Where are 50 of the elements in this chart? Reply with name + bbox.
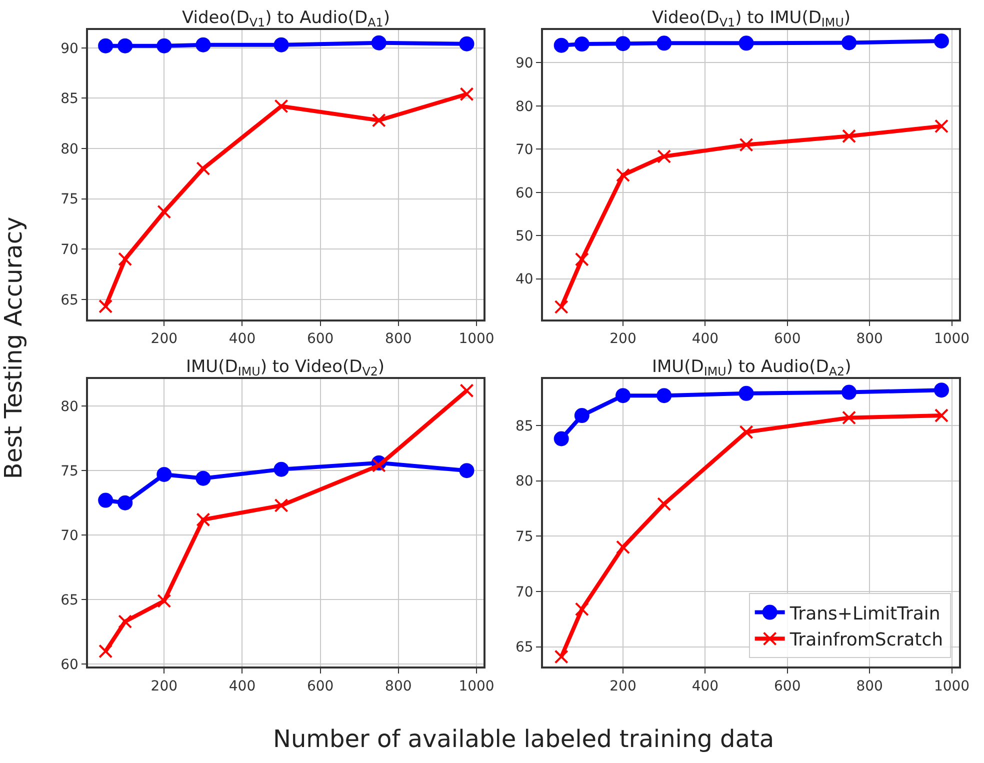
y-tick-label: 65 <box>60 292 78 308</box>
x-tick-label: 200 <box>150 678 178 694</box>
y-tick-label: 75 <box>60 192 78 208</box>
y-tick-label: 75 <box>60 464 78 480</box>
y-tick-label: 70 <box>515 142 534 158</box>
x-tick-label: 800 <box>385 678 412 694</box>
x-tick-label: 400 <box>692 678 719 694</box>
chart-title: Video(D$_{V1}$) to IMU(D$_{IMU}$) <box>652 8 851 30</box>
y-tick-label: 80 <box>515 98 534 115</box>
x-tick-label: 200 <box>610 678 636 694</box>
x-tick-label: 1000 <box>458 678 494 694</box>
x-tick-label: 800 <box>856 331 883 348</box>
chart-title: IMU(D$_{IMU}$) to Audio(D$_{A2}$) <box>652 357 852 379</box>
x-tick-label: 600 <box>774 331 801 348</box>
y-tick-label: 85 <box>60 91 78 108</box>
x-tick-label: 1000 <box>458 331 494 348</box>
y-tick-label: 80 <box>60 398 78 415</box>
chart-title: IMU(D$_{IMU}$) to Video(D$_{V2}$) <box>186 357 385 379</box>
chart-title: Video(D$_{V1}$) to Audio(D$_{A1}$) <box>182 8 390 30</box>
x-tick-label: 600 <box>306 331 334 348</box>
y-tick-label: 65 <box>60 592 78 609</box>
x-tick-label: 400 <box>228 331 256 348</box>
y-axis-title: Best Testing Accuracy <box>0 216 28 480</box>
y-tick-label: 70 <box>60 242 78 258</box>
x-tick-label: 1000 <box>934 678 970 694</box>
y-tick-label: 65 <box>515 640 534 656</box>
x-tick-label: 600 <box>774 678 801 694</box>
x-tick-label: 200 <box>150 331 178 348</box>
y-tick-label: 80 <box>515 474 534 490</box>
x-tick-label: 600 <box>306 678 334 694</box>
y-tick-label: 85 <box>515 418 534 434</box>
x-tick-label: 800 <box>385 331 412 348</box>
legend-label: TrainfromScratch <box>788 630 944 651</box>
y-tick-label: 70 <box>515 584 534 600</box>
x-tick-label: 400 <box>692 331 719 348</box>
y-tick-label: 90 <box>60 40 78 57</box>
x-tick-label: 400 <box>228 678 256 694</box>
y-tick-label: 70 <box>60 528 78 544</box>
y-tick-label: 50 <box>515 228 534 244</box>
legend-label: Trans+LimitTrain <box>788 603 940 624</box>
y-tick-label: 40 <box>515 272 534 288</box>
y-tick-label: 60 <box>515 185 534 202</box>
x-axis-title: Number of available labeled training data <box>273 725 774 753</box>
x-tick-label: 800 <box>856 678 883 694</box>
y-tick-label: 60 <box>60 657 78 674</box>
y-tick-label: 75 <box>515 529 534 546</box>
x-tick-label: 1000 <box>934 331 970 348</box>
y-tick-label: 90 <box>515 56 534 72</box>
x-tick-label: 200 <box>610 331 636 348</box>
y-tick-label: 80 <box>60 141 78 158</box>
